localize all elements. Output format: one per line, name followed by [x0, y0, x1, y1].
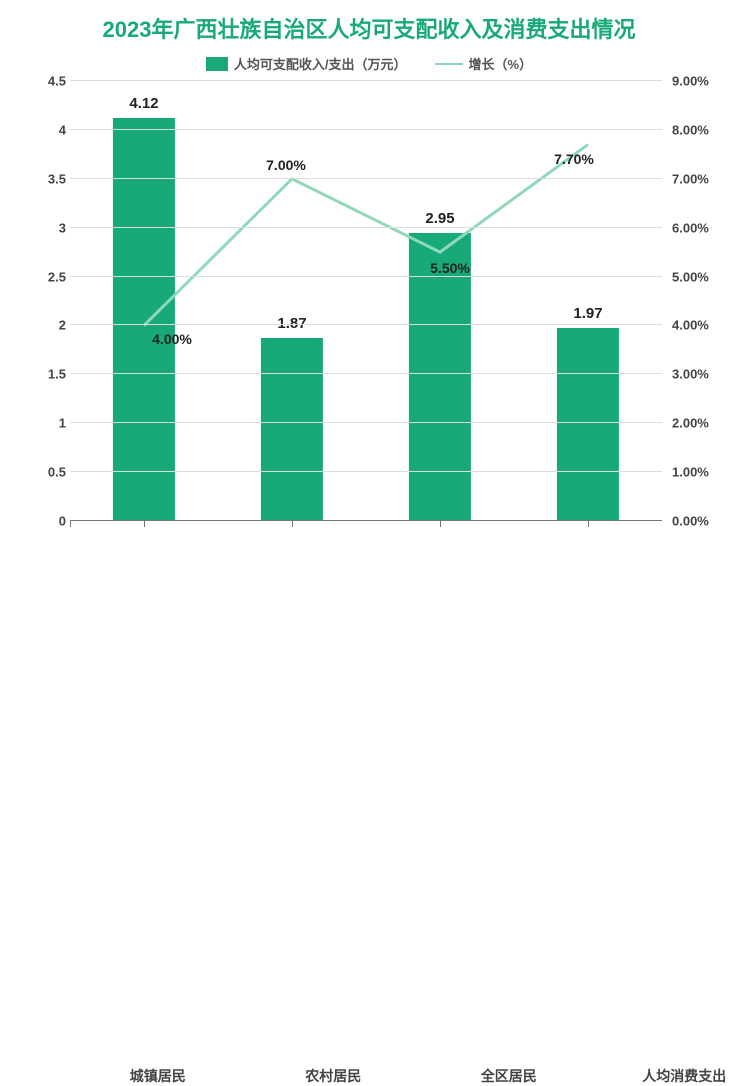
gridline — [70, 178, 662, 179]
x-tickmark — [292, 521, 293, 527]
line-value-label: 4.00% — [152, 331, 192, 347]
y-left-tick: 1 — [18, 416, 66, 431]
legend-swatch-bar — [206, 57, 228, 71]
legend-item-bar: 人均可支配收入/支出（万元） — [206, 54, 407, 73]
y-left-tick: 2.5 — [18, 269, 66, 284]
y-left-tick: 3 — [18, 220, 66, 235]
y-right-tick: 0.00% — [672, 514, 720, 529]
gridline — [70, 471, 662, 472]
y-left-tick: 0 — [18, 514, 66, 529]
x-baseline — [70, 520, 662, 521]
y-left-tick: 4 — [18, 122, 66, 137]
legend-label-line: 增长（%） — [469, 54, 533, 73]
plot: 00.511.522.533.544.5 4.121.872.951.97 4.… — [18, 81, 720, 521]
y-left-tick: 1.5 — [18, 367, 66, 382]
gridline — [70, 422, 662, 423]
y-right-tick: 9.00% — [672, 74, 720, 89]
y-right-tick: 7.00% — [672, 171, 720, 186]
x-tickmark — [70, 521, 71, 527]
line-layer — [70, 81, 662, 521]
x-tick-label: 人均消费支出 — [597, 1066, 738, 1086]
y-left-tick: 2 — [18, 318, 66, 333]
gridline — [70, 373, 662, 374]
x-tickmark — [144, 521, 145, 527]
y-right-tick: 2.00% — [672, 416, 720, 431]
y-right-tick: 1.00% — [672, 465, 720, 480]
gridline — [70, 80, 662, 81]
y-left-tick: 4.5 — [18, 74, 66, 89]
growth-line — [144, 145, 588, 326]
gridline — [70, 227, 662, 228]
gridline — [70, 324, 662, 325]
line-value-label: 7.70% — [554, 151, 594, 167]
y-right-tick: 8.00% — [672, 122, 720, 137]
chart-container: 2023年广西壮族自治区人均可支配收入及消费支出情况 人均可支配收入/支出（万元… — [0, 0, 738, 582]
x-tickmark — [588, 521, 589, 527]
y-right-tick: 4.00% — [672, 318, 720, 333]
x-tickmark — [440, 521, 441, 527]
y-axis-left: 00.511.522.533.544.5 — [18, 81, 66, 521]
line-value-label: 5.50% — [430, 260, 470, 276]
y-right-tick: 6.00% — [672, 220, 720, 235]
x-tick-label: 农村居民 — [246, 1066, 422, 1086]
legend-swatch-line — [435, 63, 463, 65]
legend-item-line: 增长（%） — [435, 54, 533, 73]
legend: 人均可支配收入/支出（万元） 增长（%） — [18, 54, 720, 73]
line-value-label: 7.00% — [266, 157, 306, 173]
y-axis-right: 0.00%1.00%2.00%3.00%4.00%5.00%6.00%7.00%… — [672, 81, 720, 521]
legend-label-bar: 人均可支配收入/支出（万元） — [234, 54, 407, 73]
x-axis: 城镇居民农村居民全区居民人均消费支出 — [70, 1066, 738, 1086]
y-right-tick: 3.00% — [672, 367, 720, 382]
gridline — [70, 129, 662, 130]
gridline — [70, 276, 662, 277]
y-left-tick: 3.5 — [18, 171, 66, 186]
x-tick-label: 全区居民 — [421, 1066, 597, 1086]
plot-area: 4.121.872.951.97 4.00%7.00%5.50%7.70% — [70, 81, 662, 521]
x-tick-label: 城镇居民 — [70, 1066, 246, 1086]
y-left-tick: 0.5 — [18, 465, 66, 480]
y-right-tick: 5.00% — [672, 269, 720, 284]
chart-title: 2023年广西壮族自治区人均可支配收入及消费支出情况 — [18, 12, 720, 44]
